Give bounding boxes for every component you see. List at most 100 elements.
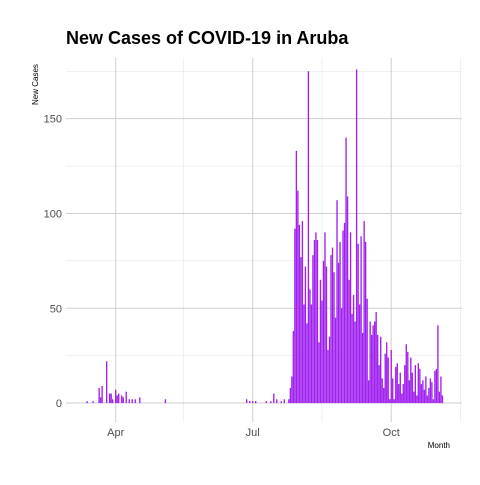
bar [337, 262, 340, 404]
bar [331, 247, 334, 404]
bar [360, 236, 362, 404]
bar [413, 391, 415, 404]
bar [295, 150, 298, 404]
bar [98, 387, 100, 404]
bar [390, 349, 392, 404]
bar [348, 279, 350, 404]
bar [164, 399, 167, 404]
bar [422, 380, 424, 404]
bar [328, 336, 331, 404]
bar [423, 389, 426, 404]
bar [354, 321, 356, 404]
bar [99, 397, 102, 404]
bar [405, 344, 407, 404]
bar [381, 378, 383, 404]
bar [437, 325, 439, 404]
bar [291, 376, 293, 404]
bar [115, 389, 117, 404]
bar [393, 399, 395, 404]
bar [297, 190, 299, 404]
bar [116, 395, 118, 404]
bar [307, 71, 310, 404]
bar [352, 294, 355, 404]
x-tick-label: Apr [107, 427, 124, 439]
chart-title: New Cases of COVID-19 in Aruba [66, 28, 349, 48]
y-tick-label: 100 [44, 208, 62, 220]
bar [310, 304, 313, 404]
bar [273, 393, 275, 404]
bar [419, 368, 421, 404]
bar [395, 367, 397, 404]
bar [318, 342, 320, 404]
bar [375, 312, 377, 404]
bar [377, 334, 379, 404]
bar [122, 397, 124, 404]
bar [313, 240, 316, 404]
bar [389, 399, 391, 404]
bar [327, 349, 329, 404]
bar [252, 401, 254, 404]
bar [417, 363, 420, 404]
bar [407, 351, 409, 404]
bar [411, 372, 413, 404]
bar [246, 399, 248, 404]
bar [128, 399, 130, 404]
bar [420, 384, 423, 404]
bar [410, 357, 412, 404]
bar [386, 342, 388, 404]
bar [346, 196, 349, 404]
bar [134, 399, 136, 404]
bar [372, 325, 374, 404]
y-tick-label: 150 [44, 114, 62, 126]
bar [355, 69, 358, 404]
bar [121, 395, 123, 404]
bar [304, 266, 307, 404]
bar [340, 308, 343, 404]
grid [66, 58, 462, 422]
bar [396, 363, 398, 404]
bar [416, 395, 418, 404]
bar [426, 395, 429, 404]
bar [139, 397, 141, 404]
bar [270, 401, 272, 404]
bar [367, 380, 370, 404]
y-axis-title: New Cases [31, 64, 40, 105]
bar [343, 222, 346, 404]
bar [369, 321, 371, 404]
bar [110, 393, 112, 404]
bar [101, 385, 103, 404]
x-tick-label: Oct [383, 427, 400, 439]
bar [303, 304, 305, 404]
tick-labels: 0 50 100 150 Apr Jul Oct [44, 114, 400, 439]
bar [289, 387, 292, 404]
bar [322, 260, 325, 404]
bar [345, 137, 347, 404]
bar [432, 399, 435, 404]
bar [384, 353, 386, 404]
bar [300, 257, 302, 404]
bar [440, 376, 442, 404]
bar [431, 382, 433, 404]
bar [398, 384, 400, 404]
bar [312, 255, 314, 404]
bar [321, 300, 323, 404]
bar [366, 298, 368, 404]
bar [441, 395, 444, 404]
bars [86, 69, 444, 404]
bar [428, 387, 430, 404]
bar [349, 232, 352, 404]
bar [330, 255, 332, 404]
bar [265, 401, 267, 404]
bar [108, 393, 111, 404]
bar [283, 399, 286, 404]
bar [309, 289, 311, 404]
bar [434, 370, 436, 404]
bar [118, 393, 120, 404]
bar [402, 384, 404, 404]
bar [435, 368, 438, 404]
bar [387, 357, 389, 404]
bar [429, 378, 432, 404]
bar [373, 321, 376, 404]
